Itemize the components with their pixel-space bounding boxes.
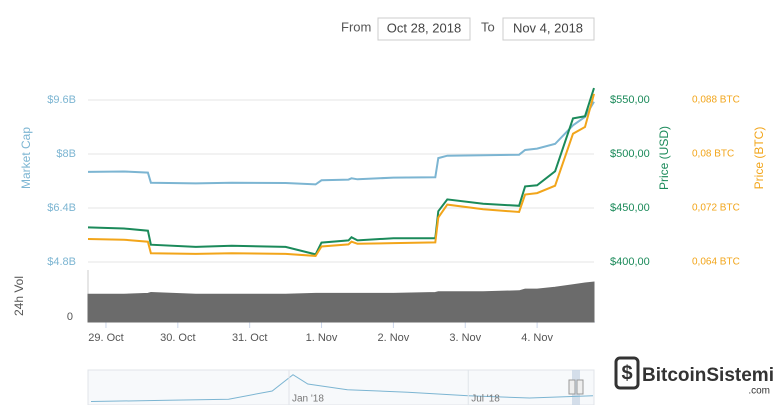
y3-tick-label: 0,064 BTC (692, 257, 740, 268)
x-tick-label: 31. Oct (232, 332, 267, 344)
volume-area (87, 281, 595, 323)
series-line (87, 93, 595, 257)
from-label: From (341, 19, 371, 34)
y-axis-title: Market Cap (19, 127, 33, 189)
y2-tick-label: $500,00 (610, 148, 650, 160)
x-tick-label: 4. Nov (521, 332, 553, 344)
volume-axis-title: 24h Vol (12, 276, 26, 316)
y3-tick-label: 0,072 BTC (692, 203, 740, 214)
y2-tick-label: $400,00 (610, 256, 650, 268)
x-tick-label: 1. Nov (306, 332, 338, 344)
logo: $ (614, 356, 640, 390)
y2-axis-title: Price (USD) (657, 126, 671, 190)
x-tick-label: 2. Nov (377, 332, 409, 344)
y-tick-label: $9.6B (47, 94, 76, 106)
x-tick-label: 29. Oct (88, 332, 123, 344)
navigator-tick-label: Jan '18 (292, 394, 324, 405)
volume-tick-label: 0 (67, 311, 73, 323)
x-tick-label: 3. Nov (449, 332, 481, 344)
y3-tick-label: 0,08 BTC (692, 149, 734, 160)
from-date[interactable]: Oct 28, 2018 (387, 20, 461, 35)
y2-tick-label: $550,00 (610, 94, 650, 106)
y-tick-label: $4.8B (47, 256, 76, 268)
navigator[interactable] (87, 369, 595, 405)
y3-axis-title: Price (BTC) (752, 127, 766, 190)
y2-tick-label: $450,00 (610, 202, 650, 214)
y3-tick-label: 0,088 BTC (692, 95, 740, 106)
y-tick-label: $6.4B (47, 202, 76, 214)
navigator-line (90, 374, 594, 402)
x-tick-label: 30. Oct (160, 332, 195, 344)
series-line (87, 87, 595, 256)
watermark-domain: .com (748, 386, 770, 397)
to-date[interactable]: Nov 4, 2018 (513, 20, 583, 35)
navigator-selection[interactable] (572, 370, 580, 405)
navigator-handle[interactable] (568, 379, 576, 395)
svg-text:$: $ (621, 362, 632, 384)
to-label: To (481, 19, 495, 34)
navigator-handle[interactable] (576, 379, 584, 395)
from-input[interactable] (377, 17, 471, 41)
y-tick-label: $8B (56, 148, 76, 160)
navigator-tick-label: Jul '18 (471, 394, 500, 405)
series-line (87, 101, 595, 186)
watermark-brand: BitcoinSistemi (642, 365, 774, 386)
to-input[interactable] (502, 17, 595, 41)
